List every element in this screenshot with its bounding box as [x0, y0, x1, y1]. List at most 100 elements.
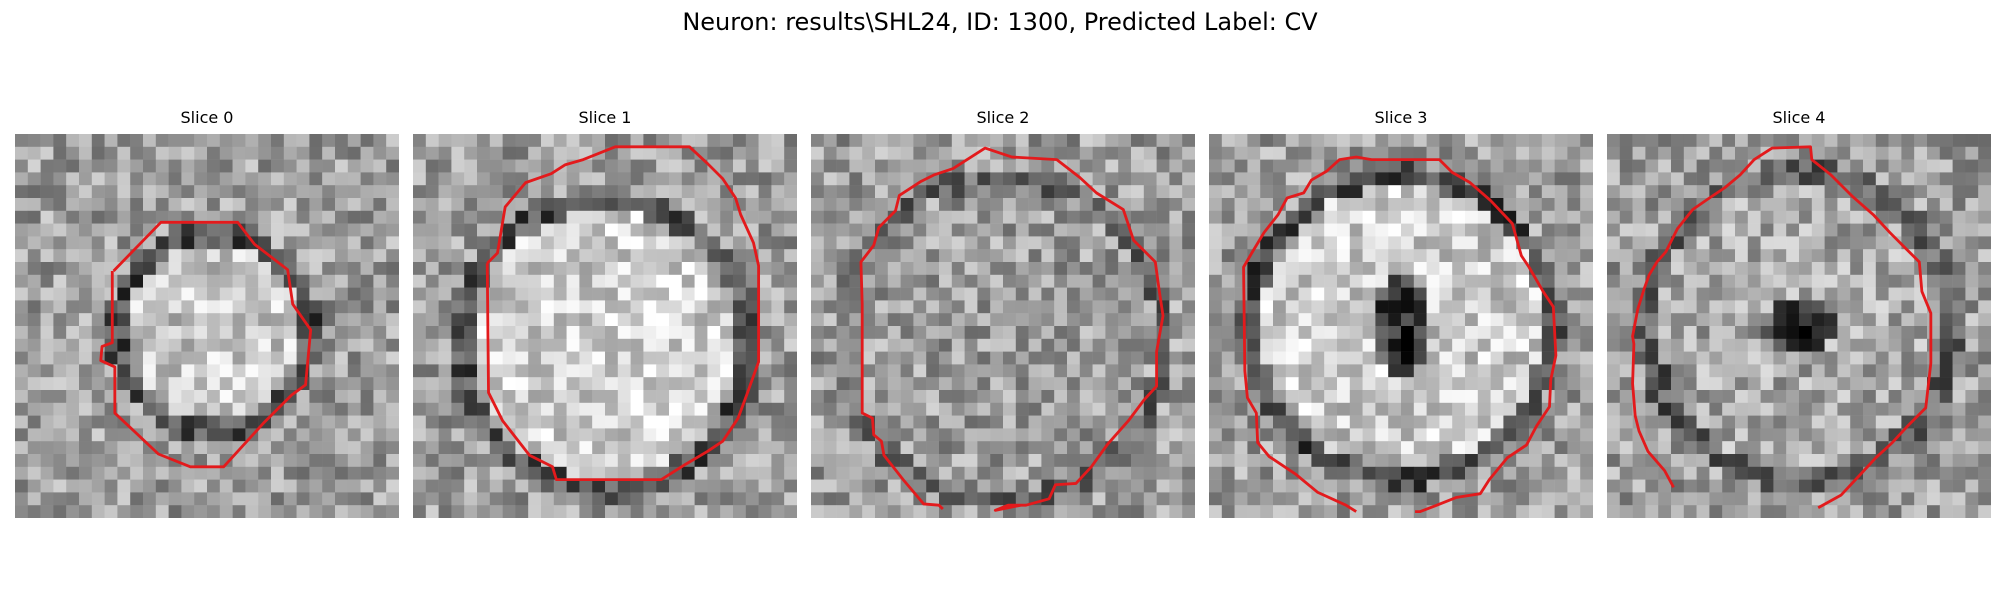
pixel: [707, 274, 721, 288]
pixel-grid: [811, 134, 1195, 518]
pixel: [720, 159, 734, 173]
pixel: [425, 479, 439, 493]
pixel: [617, 198, 631, 212]
pixel: [1349, 377, 1363, 391]
pixel: [1850, 262, 1864, 276]
pixel: [53, 338, 67, 352]
pixel: [1978, 198, 1991, 212]
pixel: [887, 390, 901, 404]
pixel: [1786, 172, 1800, 186]
pixel: [1735, 198, 1749, 212]
pixel: [79, 364, 93, 378]
pixel: [40, 210, 54, 224]
pixel: [1209, 146, 1223, 160]
pixel: [322, 415, 336, 429]
pixel: [745, 351, 759, 365]
pixel: [541, 377, 555, 391]
pixel: [1260, 172, 1274, 186]
pixel: [1541, 146, 1555, 160]
pixel: [1607, 287, 1621, 301]
pixel: [143, 479, 157, 493]
pixel: [1054, 454, 1068, 468]
pixel: [1413, 159, 1427, 173]
pixel: [1401, 249, 1415, 263]
pixel: [168, 262, 182, 276]
pixel: [1375, 262, 1389, 276]
pixel: [194, 402, 208, 416]
pixel: [477, 364, 491, 378]
pixel: [1439, 262, 1453, 276]
pixel: [875, 402, 889, 416]
pixel: [1324, 326, 1338, 340]
pixel: [91, 428, 105, 442]
pixel: [1337, 223, 1351, 237]
pixel: [1529, 415, 1543, 429]
pixel: [811, 326, 825, 340]
pixel: [1914, 454, 1928, 468]
pixel: [733, 479, 747, 493]
pixel: [605, 198, 619, 212]
pixel: [630, 466, 644, 480]
pixel: [1811, 300, 1825, 314]
pixel: [1247, 351, 1261, 365]
pixel: [811, 428, 825, 442]
pixel: [1580, 300, 1593, 314]
pixel: [79, 479, 93, 493]
pixel: [502, 441, 516, 455]
pixel: [271, 390, 285, 404]
pixel: [1209, 210, 1223, 224]
pixel: [1619, 479, 1633, 493]
pixel: [464, 185, 478, 199]
pixel: [1143, 326, 1157, 340]
pixel: [1863, 505, 1877, 518]
pixel: [733, 185, 747, 199]
pixel: [875, 249, 889, 263]
pixel: [1182, 364, 1195, 378]
pixel: [900, 236, 914, 250]
pixel: [862, 134, 876, 148]
pixel: [1722, 223, 1736, 237]
pixel: [1567, 236, 1581, 250]
pixel: [1169, 223, 1183, 237]
pixel: [1375, 146, 1389, 160]
pixel: [1952, 454, 1966, 468]
pixel: [849, 300, 863, 314]
pixel: [335, 466, 349, 480]
pixel: [630, 390, 644, 404]
pixel: [1875, 313, 1889, 327]
pixel: [245, 313, 259, 327]
pixel: [1735, 377, 1749, 391]
pixel: [1658, 364, 1672, 378]
pixel: [232, 249, 246, 263]
pixel: [720, 287, 734, 301]
pixel: [1452, 351, 1466, 365]
pixel: [1426, 428, 1440, 442]
pixel: [15, 159, 29, 173]
pixel: [745, 134, 759, 148]
pixel: [130, 159, 144, 173]
pixel: [79, 466, 93, 480]
pixel: [1490, 262, 1504, 276]
pixel: [271, 415, 285, 429]
pixel: [168, 249, 182, 263]
pixel: [1811, 466, 1825, 480]
pixel: [643, 313, 657, 327]
pixel: [1362, 249, 1376, 263]
pixel: [1092, 479, 1106, 493]
pixel: [1260, 351, 1274, 365]
pixel: [66, 377, 80, 391]
pixel: [643, 146, 657, 160]
pixel: [1285, 236, 1299, 250]
pixel: [1914, 479, 1928, 493]
pixel: [1311, 351, 1325, 365]
pixel: [592, 159, 606, 173]
pixel: [1939, 146, 1953, 160]
pixel: [309, 479, 323, 493]
pixel: [1927, 185, 1941, 199]
pixel: [1658, 134, 1672, 148]
pixel: [1209, 223, 1223, 237]
pixel: [1490, 134, 1504, 148]
pixel: [1209, 198, 1223, 212]
pixel: [1773, 223, 1787, 237]
pixel: [53, 159, 67, 173]
